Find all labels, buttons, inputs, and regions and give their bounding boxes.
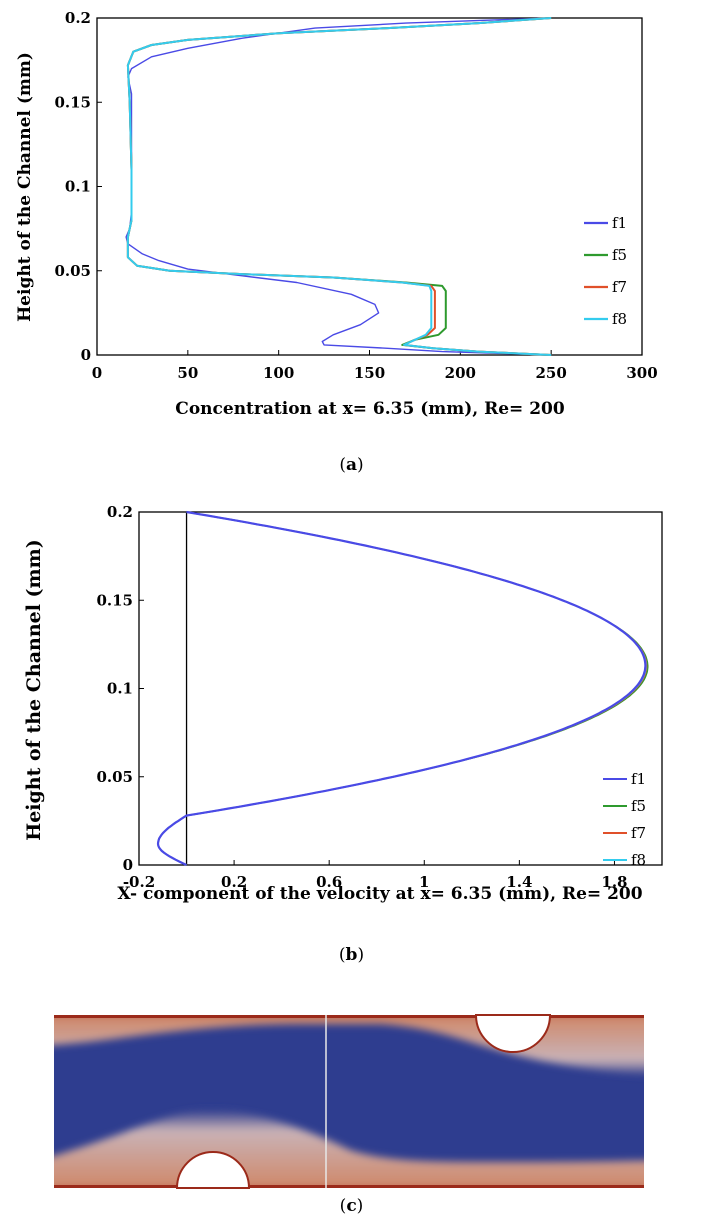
- chart-b: -0.2 0.2 0.6 1 1.4 1.8 0 0.05 0.1 0.15 0.2 f1 f5 f7…: [23, 503, 663, 904]
- x-tick-label-a: 0: [92, 364, 102, 382]
- x-tick-label-b: 0.6: [316, 873, 342, 891]
- legend-label-f1: f1: [631, 770, 646, 788]
- x-axis-label-a: Concentration at x= 6.35 (mm), Re= 200: [175, 399, 565, 419]
- x-axis-label-b: X- component of the velocity at x= 6.35 …: [117, 884, 642, 904]
- series-line-f1: [156, 510, 647, 866]
- series-line-f7: [126, 17, 552, 356]
- y-tick-label-b: 0.1: [107, 680, 133, 698]
- chart-a: 0 50 100 150 200 250 300 00.050.10.150.2 f1f5f…: [15, 9, 658, 419]
- legend-label-f7: f7: [612, 278, 627, 296]
- caption-c-letter: c: [346, 1196, 357, 1216]
- y-tick-label-a: 0: [81, 346, 91, 364]
- y-axis-label-a: Height of the Channel (mm): [15, 52, 35, 322]
- series-line-f8: [157, 511, 647, 866]
- legend-label-f5: f5: [631, 797, 646, 815]
- y-tick-label-a: 0.15: [54, 93, 91, 111]
- bottom-wall: [54, 1185, 644, 1188]
- series-group-b: [156, 510, 649, 866]
- x-tick-label-a: 250: [536, 364, 567, 382]
- x-tick-label-b: 1.8: [601, 873, 627, 891]
- x-tick-label-a: 100: [263, 364, 294, 382]
- x-tick-label-b: 1.4: [506, 873, 532, 891]
- y-tick-label-a: 0.05: [54, 262, 91, 280]
- legend-b: f1 f5 f7 f8: [603, 770, 646, 869]
- caption-a-letter: a: [345, 455, 357, 475]
- legend-label-f1: f1: [612, 214, 627, 232]
- x-tick-label-a: 200: [445, 364, 476, 382]
- plot-frame-b: [138, 511, 663, 866]
- y-tick-label-b: 0: [123, 856, 133, 874]
- legend-label-f7: f7: [631, 824, 646, 842]
- x-ticks-b: -0.2 0.2 0.6 1 1.4 1.8: [123, 860, 628, 891]
- caption-a: (a): [339, 455, 364, 475]
- top-wall: [54, 1015, 644, 1018]
- x-tick-label-a: 300: [626, 364, 657, 382]
- y-tick-label-b: 0.15: [96, 591, 133, 609]
- x-tick-label-a: 150: [354, 364, 385, 382]
- legend-label-f5: f5: [612, 246, 627, 264]
- series-group-a: [125, 17, 552, 356]
- series-line-f7: [157, 511, 648, 866]
- x-tick-label-a: 50: [177, 364, 198, 382]
- caption-b-letter: b: [345, 945, 358, 965]
- series-line-f5: [126, 17, 552, 356]
- x-tick-label-b: 1: [419, 873, 429, 891]
- top-cylinder: [474, 1014, 552, 1053]
- y-axis-label-b: Height of the Channel (mm): [23, 539, 45, 841]
- x-ticks-a: 0 50 100 150 200 250 300: [92, 350, 658, 382]
- caption-b: (b): [338, 945, 365, 965]
- legend-label-f8: f8: [631, 851, 646, 869]
- caption-c: (c): [339, 1196, 364, 1216]
- plot-frame-a: [96, 17, 643, 356]
- legend-label-f8: f8: [612, 310, 627, 328]
- y-tick-label-a: 0.1: [65, 178, 91, 196]
- y-tick-label-b: 0.05: [96, 768, 133, 786]
- x-tick-label-b: -0.2: [123, 873, 155, 891]
- x-tick-label-b: 0.2: [221, 873, 247, 891]
- y-ticks-b: 0 0.05 0.1 0.15 0.2: [96, 503, 144, 874]
- bottom-cylinder: [175, 1151, 251, 1189]
- y-ticks-a: 0 0.05 0.1 0.15 0.2: [54, 9, 102, 364]
- series-line-f1: [125, 17, 552, 356]
- concentration-field-c: [54, 1014, 644, 1189]
- y-tick-label-a: 0.2: [65, 9, 91, 27]
- y-tick-label-b: 0.2: [107, 503, 133, 521]
- series-line-f5: [157, 511, 649, 866]
- legend-a: f1 f5 f7 f8: [584, 214, 627, 328]
- series-line-f8: [126, 17, 552, 356]
